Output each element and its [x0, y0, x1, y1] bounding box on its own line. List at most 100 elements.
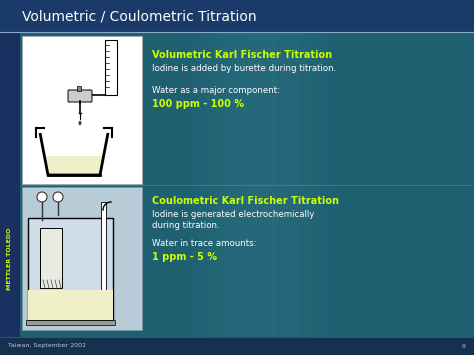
Bar [182, 32, 185, 337]
Bar [294, 32, 297, 337]
Bar [298, 32, 301, 337]
Bar [268, 32, 271, 337]
Circle shape [53, 192, 63, 202]
Bar [304, 32, 307, 337]
Bar [22, 36, 142, 184]
Bar [330, 32, 333, 337]
Bar [248, 32, 251, 337]
Bar [184, 32, 187, 337]
Ellipse shape [79, 121, 82, 125]
Bar [236, 32, 239, 337]
Bar [222, 32, 225, 337]
Bar [202, 32, 205, 337]
Bar [336, 32, 339, 337]
Bar [238, 32, 241, 337]
Bar [258, 32, 261, 337]
Bar [284, 32, 287, 337]
Bar [186, 32, 189, 337]
Text: Iodine is added by burette during titration.: Iodine is added by burette during titrat… [152, 64, 336, 73]
Bar [188, 32, 191, 337]
Bar [0, 337, 474, 355]
Bar [250, 32, 253, 337]
Bar [216, 32, 219, 337]
Bar [296, 32, 299, 337]
Bar [208, 32, 211, 337]
Bar [262, 32, 265, 337]
Bar [234, 32, 237, 337]
Text: Taiwan, September 2002: Taiwan, September 2002 [8, 344, 86, 349]
Bar [308, 32, 311, 337]
Bar [105, 40, 117, 95]
Bar [0, 32, 20, 337]
Bar [276, 32, 279, 337]
Bar [254, 32, 257, 337]
Bar [310, 32, 313, 337]
Bar [226, 32, 229, 337]
Bar [224, 32, 227, 337]
Bar [0, 0, 474, 32]
Text: Volumetric / Coulometric Titration: Volumetric / Coulometric Titration [22, 9, 256, 23]
Text: 1 ppm - 5 %: 1 ppm - 5 % [152, 252, 217, 262]
Polygon shape [45, 156, 104, 175]
Bar [320, 32, 323, 337]
Bar [101, 202, 106, 315]
Bar [306, 32, 309, 337]
Bar [77, 86, 81, 91]
Bar [210, 32, 213, 337]
Text: during titration.: during titration. [152, 221, 219, 230]
Bar [40, 228, 62, 288]
Bar [228, 32, 231, 337]
Bar [190, 32, 193, 337]
Text: Water as a major component:: Water as a major component: [152, 86, 280, 95]
Bar [300, 32, 303, 337]
Bar [266, 32, 269, 337]
Bar [312, 32, 315, 337]
Text: 100 ppm - 100 %: 100 ppm - 100 % [152, 99, 244, 109]
Bar [194, 32, 197, 337]
Bar [338, 32, 341, 337]
Bar [288, 32, 291, 337]
Bar [318, 32, 321, 337]
Bar [302, 32, 305, 337]
Bar [264, 32, 267, 337]
Bar [286, 32, 289, 337]
Bar [334, 32, 337, 337]
Bar [322, 32, 325, 337]
Text: Iodine is generated electrochemically: Iodine is generated electrochemically [152, 210, 314, 219]
Bar [0, 32, 474, 337]
Bar [28, 218, 113, 320]
Bar [180, 32, 183, 337]
Bar [22, 187, 142, 330]
Bar [246, 32, 249, 337]
Bar [26, 320, 115, 325]
Bar [280, 32, 283, 337]
Bar [200, 32, 203, 337]
Bar [324, 32, 327, 337]
Bar [282, 32, 285, 337]
Bar [230, 32, 233, 337]
Bar [256, 32, 259, 337]
Bar [242, 32, 245, 337]
Bar [206, 32, 209, 337]
Bar [274, 32, 277, 337]
Circle shape [37, 192, 47, 202]
Bar [232, 32, 235, 337]
Text: 9: 9 [462, 344, 466, 349]
Bar [316, 32, 319, 337]
Bar [196, 32, 199, 337]
Bar [260, 32, 263, 337]
Bar [244, 32, 247, 337]
Bar [270, 32, 273, 337]
Bar [332, 32, 335, 337]
Text: Water in trace amounts:: Water in trace amounts: [152, 239, 256, 248]
Bar [28, 290, 113, 320]
Bar [204, 32, 207, 337]
FancyBboxPatch shape [68, 90, 92, 102]
Text: METTLER TOLEDO: METTLER TOLEDO [8, 228, 12, 290]
Bar [214, 32, 217, 337]
Bar [278, 32, 281, 337]
Bar [290, 32, 293, 337]
Bar [272, 32, 275, 337]
Bar [328, 32, 331, 337]
Text: Coulometric Karl Fischer Titration: Coulometric Karl Fischer Titration [152, 196, 339, 206]
